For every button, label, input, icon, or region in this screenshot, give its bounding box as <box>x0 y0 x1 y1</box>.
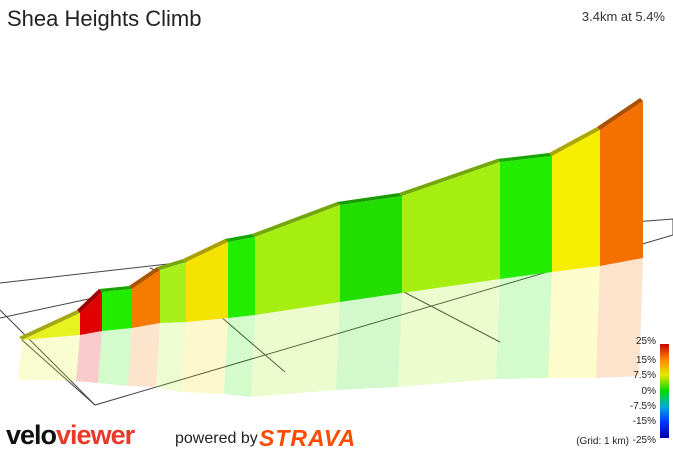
segment-top-edge <box>183 239 228 262</box>
legend-tick: 25% <box>635 336 656 347</box>
profile-segment <box>600 101 643 266</box>
segment-reflection <box>76 331 102 383</box>
legend-tick: -7.5% <box>629 401 656 412</box>
segment-reflection <box>128 323 160 387</box>
segment-reflection <box>336 293 402 390</box>
segment-reflection <box>548 266 600 378</box>
segment-top-edge <box>129 267 160 289</box>
climb-stats: 3.4km at 5.4% <box>581 9 665 24</box>
powered-by-label: powered by <box>175 430 258 447</box>
grid-line <box>21 339 96 406</box>
segment-reflection <box>596 258 643 378</box>
segment-top-edge <box>157 259 186 270</box>
profile-segment <box>228 237 255 318</box>
legend-tick: -25% <box>632 435 656 446</box>
segment-reflection <box>496 272 552 379</box>
segment-top-edge <box>99 286 132 292</box>
segment-reflection <box>224 315 255 397</box>
segment-top-edge <box>252 202 340 237</box>
legend-labels: 25% 15% 7.5% 0% -7.5% -15% -25% <box>612 337 656 447</box>
profile-segment <box>102 289 132 331</box>
grid-line <box>399 289 501 343</box>
chart-title: Shea Heights Climb <box>7 6 202 31</box>
grade-color-legend <box>660 344 669 438</box>
profile-segment <box>255 205 340 315</box>
segment-reflection <box>156 322 186 392</box>
segment-reflection <box>18 335 80 381</box>
legend-tick: 15% <box>635 355 656 366</box>
profile-segment <box>500 156 552 279</box>
segment-top-edge <box>337 193 402 205</box>
profile-segment <box>340 196 402 302</box>
grid-line <box>219 315 286 373</box>
segment-top-edge <box>497 153 552 162</box>
profile-wall <box>22 101 643 340</box>
profile-segment <box>132 270 160 328</box>
legend-tick: 0% <box>641 386 656 397</box>
profile-segment <box>160 262 186 323</box>
profile-segment <box>402 162 500 293</box>
segment-reflection <box>182 318 228 394</box>
segment-reflection <box>98 328 132 386</box>
profile-segment <box>22 313 80 340</box>
segment-top-edge <box>225 234 255 242</box>
segment-reflection <box>251 302 340 397</box>
segment-reflection <box>398 279 500 387</box>
profile-segment <box>186 242 228 322</box>
veloviewer-logo[interactable]: veloviewer <box>6 420 135 450</box>
segment-top-edge <box>19 310 80 340</box>
strava-logo[interactable]: STRAVA <box>259 425 357 451</box>
ground-reflection <box>18 258 643 397</box>
segment-top-edge <box>77 289 102 313</box>
profile-segment <box>80 292 102 335</box>
grid-scale-note: (Grid: 1 km) <box>576 436 629 447</box>
segment-top-edge <box>399 159 500 196</box>
profile-top-band <box>19 98 643 340</box>
legend-tick: -15% <box>632 416 656 427</box>
segment-top-edge <box>549 127 600 156</box>
legend-tick: 7.5% <box>633 370 656 381</box>
profile-segment <box>552 130 600 272</box>
segment-top-edge <box>597 98 643 130</box>
